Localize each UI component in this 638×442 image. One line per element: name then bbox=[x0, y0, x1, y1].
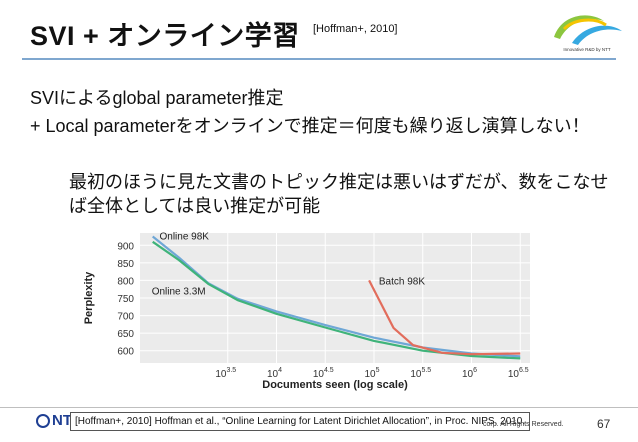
x-tick-label: 104.5 bbox=[313, 367, 334, 380]
series-line-0 bbox=[152, 235, 521, 358]
bullet-svi: SVIによるglobal parameter推定 bbox=[30, 88, 284, 108]
series-label-2: Batch 98K bbox=[379, 277, 425, 288]
logo-swirl-icon bbox=[554, 15, 622, 45]
logo-caption: Innovative R&D by NTT bbox=[563, 47, 611, 52]
y-tick-label: 700 bbox=[117, 312, 134, 323]
perplexity-chart: 600 650 700 750 800 850 900 103.5 104 104.5 105 10… bbox=[83, 231, 530, 391]
y-axis-label: Perplexity bbox=[83, 271, 95, 324]
y-tick-label: 900 bbox=[117, 241, 134, 252]
y-tick-label: 650 bbox=[117, 329, 134, 340]
x-tick-label: 105.5 bbox=[410, 367, 431, 380]
y-tick-label: 600 bbox=[117, 347, 134, 358]
page-number: 67 bbox=[597, 417, 611, 431]
series-line-2 bbox=[368, 279, 521, 356]
x-tick-label: 106 bbox=[462, 367, 477, 380]
y-tick-label: 750 bbox=[117, 294, 134, 305]
title-divider bbox=[22, 58, 616, 60]
title-citation: [Hoffman+, 2010] bbox=[313, 23, 398, 35]
x-axis-label: Documents seen (log scale) bbox=[262, 379, 408, 391]
ntt-mark-icon bbox=[36, 414, 50, 428]
reference-box: [Hoffman+, 2010] Hoffman et al., “Online… bbox=[70, 412, 531, 431]
x-tick-label: 103.5 bbox=[215, 367, 236, 380]
copyright: corp. All Rights Reserved. bbox=[483, 421, 564, 428]
bullet-explanation: 最初のほうに見た文書のトピック推定は悪いはずだが、数をこなせば全体としては良い推… bbox=[69, 172, 609, 216]
y-tick-label: 800 bbox=[117, 276, 134, 287]
x-tick-label: 105 bbox=[364, 367, 379, 380]
bullet-local-parameter: + Local parameterをオンラインで推定＝何度も繰り返し演算しない！ bbox=[30, 116, 590, 136]
x-tick-label: 106.5 bbox=[508, 367, 529, 380]
series-label-0: Online 98K bbox=[160, 231, 210, 242]
ntt-logo: Innovative R&D by NTT bbox=[544, 7, 630, 57]
footer-divider bbox=[0, 407, 638, 408]
y-tick-label: 850 bbox=[117, 259, 134, 270]
x-tick-label: 104 bbox=[267, 367, 282, 380]
series-label-1: Online 3.3M bbox=[152, 286, 206, 297]
slide-title: SVI + オンライン学習 bbox=[30, 21, 300, 51]
